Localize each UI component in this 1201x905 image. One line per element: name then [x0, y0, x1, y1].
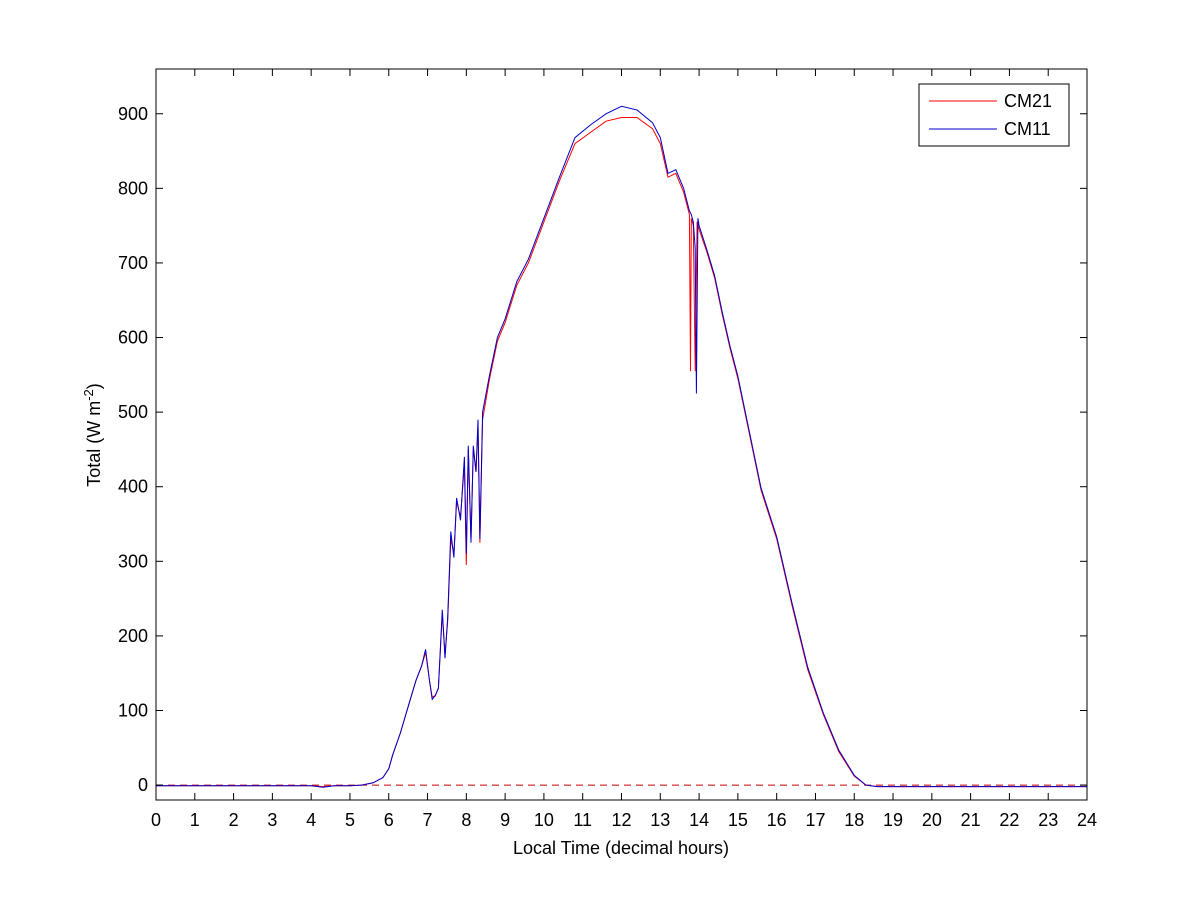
x-tick-label: 13: [650, 810, 670, 830]
x-tick-label: 5: [345, 810, 355, 830]
y-tick-label: 100: [118, 700, 148, 720]
x-tick-label: 20: [922, 810, 942, 830]
y-tick-label: 300: [118, 551, 148, 571]
x-tick-label: 3: [267, 810, 277, 830]
y-axis-label-main: Total (W m: [84, 401, 104, 487]
x-tick-label: 19: [883, 810, 903, 830]
x-tick-label: 1: [190, 810, 200, 830]
legend-box: [918, 83, 1070, 147]
x-tick-label: 0: [151, 810, 161, 830]
y-axis: 0 100 200 300 400 500 600 700 800 900: [118, 104, 1087, 795]
x-tick-label: 21: [961, 810, 981, 830]
legend-label-cm11: CM11: [1004, 119, 1051, 139]
x-tick-label: 23: [1038, 810, 1058, 830]
x-tick-label: 11: [573, 810, 592, 830]
legend: CM21 CM11: [918, 83, 1070, 147]
y-tick-label: 700: [118, 253, 148, 273]
x-tick-label: 18: [844, 810, 864, 830]
x-tick-label: 6: [384, 810, 394, 830]
series-layer: [156, 105, 1087, 788]
x-tick-label: 8: [461, 810, 471, 830]
series-line-cm11: [156, 105, 1087, 788]
x-tick-label: 10: [534, 810, 554, 830]
x-tick-label: 2: [229, 810, 239, 830]
x-tick-label: 22: [999, 810, 1019, 830]
x-tick-label: 4: [306, 810, 316, 830]
x-tick-label: 14: [689, 810, 709, 830]
x-tick-label: 17: [805, 810, 825, 830]
y-axis-label-close: ): [84, 383, 104, 389]
plot-area: [156, 69, 1087, 800]
y-axis-label-superscript: -2: [81, 389, 96, 401]
y-tick-label: 900: [118, 104, 148, 124]
x-tick-label: 24: [1077, 810, 1097, 830]
x-tick-label: 9: [500, 810, 510, 830]
x-tick-label: 16: [767, 810, 787, 830]
x-tick-label: 7: [423, 810, 433, 830]
y-tick-label: 0: [138, 775, 148, 795]
y-tick-label: 600: [118, 328, 148, 348]
y-tick-label: 400: [118, 477, 148, 497]
x-axis: 0 1 2 3 4 5 6 7 8 9 10 11 12 13 14 15 16 17 18 19 20 21 22 23 24: [151, 69, 1097, 830]
y-tick-label: 200: [118, 626, 148, 646]
y-tick-label: 500: [118, 402, 148, 422]
y-axis-label: Total (W m-2): [81, 383, 104, 487]
x-axis-label: Local Time (decimal hours): [513, 838, 729, 858]
x-tick-label: 15: [728, 810, 748, 830]
legend-label-cm21: CM21: [1004, 91, 1052, 111]
x-tick-label: 12: [611, 810, 631, 830]
y-tick-label: 800: [118, 178, 148, 198]
